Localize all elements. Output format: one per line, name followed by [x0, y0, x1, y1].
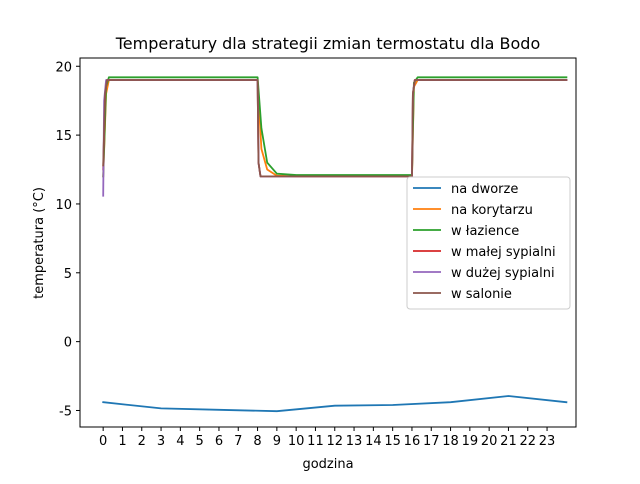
legend-label: w małej sypialni [451, 245, 556, 260]
legend-label: na dworze [451, 182, 518, 197]
y-tick-label: 5 [64, 267, 72, 282]
legend: na dworze na korytarzu w łazience w małej s… [406, 176, 571, 310]
chart-title: Temperatury dla strategii zmian termosta… [115, 34, 541, 53]
x-tick-label: 11 [307, 434, 324, 449]
x-tick-label: 17 [423, 434, 440, 449]
x-tick-label: 4 [176, 434, 184, 449]
x-tick-label: 21 [500, 434, 517, 449]
x-axis-label: godzina [302, 457, 353, 472]
x-tick-label: 22 [519, 434, 536, 449]
y-axis-label: temperatura (°C) [32, 187, 47, 299]
x-tick-label: 2 [138, 434, 146, 449]
x-tick-label: 3 [157, 434, 165, 449]
x-tick-label: 9 [273, 434, 281, 449]
x-tick-label: 13 [346, 434, 363, 449]
series-line-1 [102, 79, 568, 178]
x-tick-label: 7 [234, 434, 242, 449]
legend-label: w łazience [451, 224, 519, 239]
x-tick-label: 6 [215, 434, 223, 449]
x-tick-label: 15 [384, 434, 401, 449]
x-tick-label: 20 [481, 434, 498, 449]
y-tick-label: 10 [55, 198, 72, 213]
series-line-0 [102, 395, 568, 413]
x-tick-label: 23 [539, 434, 556, 449]
x-tick-label: 1 [118, 434, 126, 449]
series-line-3 [102, 79, 568, 178]
legend-label: w salonie [451, 287, 512, 302]
x-tick-label: 14 [365, 434, 382, 449]
x-tick-label: 12 [326, 434, 343, 449]
axes-frame [79, 57, 577, 428]
legend-label: na korytarzu [451, 203, 533, 218]
x-tick-label: 8 [253, 434, 261, 449]
plot-area: 0 1 2 3 4 5 6 7 8 9 10 11 12 13 14 15 16 17 18 19 20 21 22 23-5… [55, 57, 577, 449]
x-tick-label: 18 [442, 434, 459, 449]
y-tick-label: -5 [59, 404, 72, 419]
legend-label: w dużej sypialni [451, 266, 555, 281]
x-tick-label: 10 [288, 434, 305, 449]
series-line-2 [102, 76, 568, 178]
x-tick-label: 19 [462, 434, 479, 449]
x-tick-label: 5 [196, 434, 204, 449]
y-tick-label: 20 [55, 60, 72, 75]
y-tick-label: 15 [55, 129, 72, 144]
x-tick-label: 0 [99, 434, 107, 449]
legend-box [406, 176, 571, 310]
x-tick-label: 16 [404, 434, 421, 449]
series-line-5 [102, 79, 568, 178]
y-tick-label: 0 [64, 336, 72, 351]
